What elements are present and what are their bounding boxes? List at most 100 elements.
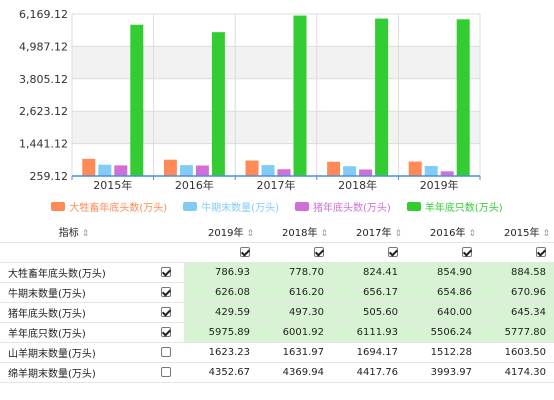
bar (424, 165, 438, 176)
sort-icon: ⇕ (468, 229, 476, 240)
value-cell: 626.08 (184, 282, 258, 303)
table-header-row: 指标 ⇕ 2019年 ⇕ 2018年 ⇕ 2017年 ⇕ 2016年 ⇕ 2015年 ⇕ (0, 222, 554, 243)
value-cell: 854.90 (406, 262, 480, 283)
bar (130, 24, 144, 177)
value-cell: 786.93 (184, 262, 258, 283)
legend-item[interactable]: 猪年底头数(万头) (295, 196, 391, 216)
row-checkbox[interactable] (161, 366, 171, 377)
column-header-year[interactable]: 2017年 ⇕ (332, 222, 406, 243)
value-cell: 1603.50 (480, 342, 554, 363)
indicator-name: 猪年底头数(万头) (0, 302, 148, 323)
x-tick-label: 2018年 (338, 178, 377, 192)
bar (408, 161, 422, 176)
x-tick-label: 2017年 (257, 178, 296, 192)
bar (82, 158, 96, 176)
row-check-cell (148, 302, 184, 323)
bar (179, 165, 193, 176)
row-check-cell (148, 262, 184, 283)
bar-chart: 6,169.12 4,987.12 3,805.12 2,623.12 1,441.12… (19, 8, 481, 192)
year-header-label: 2016年 (430, 228, 466, 240)
value-cell: 5777.80 (480, 322, 554, 343)
legend-label: 羊年底只数(万头) (424, 202, 503, 214)
column-header-spacer (148, 222, 184, 243)
column-header-year[interactable]: 2016年 ⇕ (406, 222, 480, 243)
legend-item[interactable]: 大牲畜年底头数(万头) (51, 196, 167, 216)
sort-icon: ⇕ (320, 229, 328, 240)
value-cell: 6111.93 (332, 322, 406, 343)
row-check-cell (148, 282, 184, 303)
value-cell: 497.30 (258, 302, 332, 323)
indicator-header-label: 指标 (58, 228, 79, 240)
bar (327, 161, 341, 176)
empty-cell (148, 242, 184, 263)
value-cell: 616.20 (258, 282, 332, 303)
table-row: 牛期末数量(万头) 626.08 616.20 656.17 654.86 670.96 (0, 282, 554, 303)
bar (440, 171, 454, 176)
sort-icon: ⇕ (542, 229, 550, 240)
legend-item[interactable]: 牛期末数量(万头) (183, 196, 279, 216)
value-cell: 670.96 (480, 282, 554, 303)
year-checkbox[interactable] (240, 246, 250, 257)
sort-icon: ⇕ (81, 229, 90, 240)
bar (375, 18, 389, 177)
legend-label: 牛期末数量(万头) (201, 202, 279, 214)
column-header-year[interactable]: 2018年 ⇕ (258, 222, 332, 243)
value-cell: 4417.76 (332, 362, 406, 383)
legend-label: 大牲畜年底头数(万头) (69, 202, 168, 214)
table-row: 猪年底头数(万头) 429.59 497.30 505.60 640.00 645.34 (0, 302, 554, 323)
value-cell: 4174.30 (480, 362, 554, 383)
row-checkbox[interactable] (161, 306, 171, 317)
sort-icon: ⇕ (394, 229, 402, 240)
legend-swatch (406, 201, 421, 211)
value-cell: 778.70 (258, 262, 332, 283)
bar (293, 15, 307, 177)
data-table: 指标 ⇕ 2019年 ⇕ 2018年 ⇕ 2017年 ⇕ 2016年 ⇕ 2015年 ⇕ 大… (0, 222, 554, 383)
x-tick-label: 2015年 (93, 178, 132, 192)
year-checkbox[interactable] (388, 246, 398, 257)
row-checkbox[interactable] (161, 266, 171, 277)
value-cell: 656.17 (332, 282, 406, 303)
chart-area: 6,169.12 4,987.12 3,805.12 2,623.12 1,441.12… (19, 8, 503, 216)
table-row: 羊年底只数(万头) 5975.89 6001.92 6111.93 5506.24 577… (0, 322, 554, 343)
value-cell: 505.60 (332, 302, 406, 323)
y-tick-label: 2,623.12 (19, 105, 68, 118)
year-check-cell (332, 242, 406, 263)
x-tick-label: 2019年 (420, 178, 459, 192)
legend-swatch (51, 201, 66, 211)
bar (211, 32, 225, 176)
value-cell: 6001.92 (258, 322, 332, 343)
indicator-name: 牛期末数量(万头) (0, 282, 148, 303)
bar (98, 164, 112, 176)
column-header-year[interactable]: 2015年 ⇕ (480, 222, 554, 243)
row-checkbox[interactable] (161, 346, 171, 357)
value-cell: 884.58 (480, 262, 554, 283)
sort-icon: ⇕ (246, 229, 254, 240)
column-header-year[interactable]: 2019年 ⇕ (184, 222, 258, 243)
table-row: 大牲畜年底头数(万头) 786.93 778.70 824.41 854.90 884.5… (0, 262, 554, 283)
bar (359, 169, 373, 176)
bar (456, 19, 470, 176)
indicator-name: 羊年底只数(万头) (0, 322, 148, 343)
value-cell: 645.34 (480, 302, 554, 323)
value-cell: 1512.28 (406, 342, 480, 363)
year-checkbox[interactable] (314, 246, 324, 257)
column-header-indicator[interactable]: 指标 ⇕ (0, 222, 148, 243)
legend-label: 猪年底头数(万头) (313, 202, 391, 214)
y-tick-label: 259.12 (30, 170, 69, 183)
value-cell: 429.59 (184, 302, 258, 323)
value-cell: 5975.89 (184, 322, 258, 343)
x-tick-label: 2016年 (175, 178, 214, 192)
indicator-name: 大牲畜年底头数(万头) (0, 262, 148, 283)
year-check-cell (258, 242, 332, 263)
year-checkbox[interactable] (536, 246, 546, 257)
row-checkbox[interactable] (161, 326, 171, 337)
bar (277, 169, 291, 176)
y-tick-label: 4,987.12 (19, 40, 68, 53)
year-header-label: 2018年 (282, 228, 318, 240)
legend-item[interactable]: 羊年底只数(万头) (406, 196, 503, 216)
year-checkbox[interactable] (462, 246, 472, 257)
year-check-cell (184, 242, 258, 263)
y-tick-label: 1,441.12 (19, 138, 68, 151)
row-checkbox[interactable] (161, 286, 171, 297)
indicator-name: 绵羊期末数量(万头) (0, 362, 148, 383)
